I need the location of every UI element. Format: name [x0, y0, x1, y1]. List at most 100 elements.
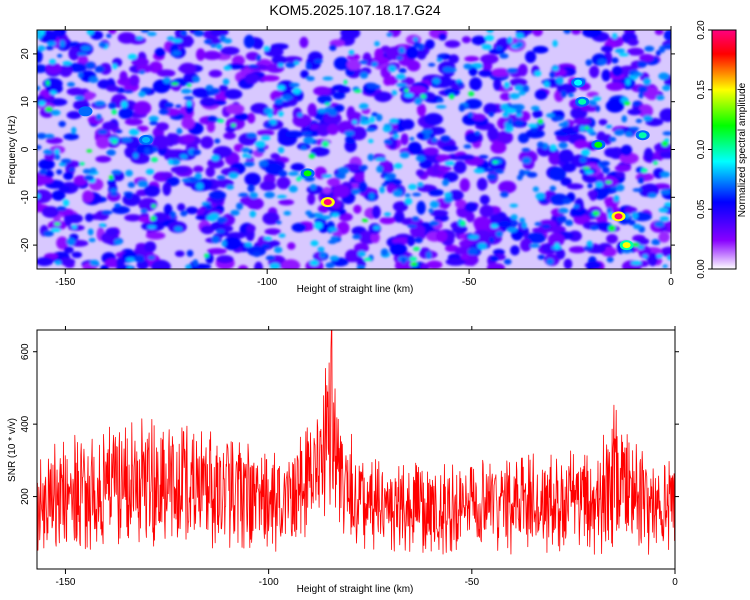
heatmap-cell: [309, 259, 319, 267]
heatmap-cell: [118, 107, 134, 120]
heatmap-cell: [119, 70, 128, 82]
heatmap-cell: [532, 30, 543, 37]
heatmap-cell: [278, 170, 288, 178]
heatmap-cell: [37, 201, 42, 212]
heatmap-cell: [345, 249, 359, 263]
heatmap-cell: [194, 172, 202, 180]
heatmap-cell: [317, 108, 327, 114]
heatmap-cell: [503, 258, 512, 265]
heatmap-cell: [151, 259, 171, 269]
heatmap-cell: [100, 264, 109, 269]
heatmap-cell: [356, 265, 366, 269]
heatmap-cell: [278, 199, 295, 206]
heatmap-cell: [200, 136, 214, 149]
heatmap-cell: [87, 228, 94, 236]
heatmap-cell: [353, 204, 362, 214]
heatmap-x-tick-label: -150: [55, 277, 75, 288]
heatmap-cell: [136, 125, 149, 132]
heatmap-cell: [195, 182, 204, 190]
heatmap-cell: [481, 44, 492, 50]
heatmap-cell: [347, 53, 361, 61]
heatmap-cell: [467, 247, 479, 256]
heatmap-cell: [82, 168, 92, 174]
heatmap-cell: [254, 261, 263, 269]
heatmap-cell: [186, 100, 192, 107]
heatmap-cell: [126, 266, 133, 269]
heatmap-cell: [412, 192, 422, 197]
heatmap-cell: [458, 104, 466, 112]
heatmap-cell: [252, 251, 261, 257]
heatmap-cell: [655, 50, 661, 57]
heatmap-cell: [610, 186, 617, 190]
heatmap-cell: [637, 60, 647, 68]
heatmap-cell: [265, 163, 284, 176]
heatmap-cell: [124, 192, 133, 200]
heatmap-cell: [405, 46, 419, 60]
heatmap-cell: [465, 211, 475, 223]
heatmap-cell: [66, 238, 76, 246]
heatmap-cell: [54, 222, 61, 226]
heatmap-cell: [654, 221, 665, 228]
heatmap-cell: [468, 112, 474, 118]
heatmap-y-tick-label: 20: [20, 48, 31, 60]
heatmap-cell: [310, 183, 317, 191]
heatmap-cell: [214, 138, 221, 144]
heatmap-cell: [133, 152, 139, 159]
heatmap-cell: [449, 93, 455, 100]
heatmap-cell: [299, 36, 309, 49]
heatmap-cell: [436, 98, 444, 103]
heatmap-cell: [221, 213, 235, 226]
heatmap-cell: [37, 257, 54, 267]
heatmap-cell: [562, 198, 572, 205]
heatmap-cell: [383, 212, 392, 217]
heatmap-cell: [484, 167, 495, 173]
heatmap-cell: [59, 40, 66, 48]
heatmap-cell: [438, 53, 446, 59]
heatmap-cell: [249, 210, 257, 218]
heatmap-cell: [263, 236, 272, 241]
heatmap-cell: [97, 129, 108, 135]
heatmap-cell: [337, 86, 351, 94]
heatmap-cell: [246, 132, 257, 139]
heatmap-cell: [375, 157, 386, 162]
heatmap-cell: [360, 115, 366, 123]
heatmap-cell: [503, 81, 510, 89]
heatmap-cell: [468, 91, 475, 97]
heatmap-cell: [305, 62, 312, 70]
heatmap-cell: [277, 110, 284, 117]
heatmap-cell: [428, 189, 444, 197]
heatmap-cell: [148, 115, 159, 122]
heatmap-cell: [589, 101, 598, 107]
heatmap-cell: [226, 184, 235, 190]
heatmap-cell: [186, 83, 192, 87]
heatmap-cell: [428, 208, 434, 213]
heatmap-cell: [661, 140, 669, 147]
heatmap-cell: [325, 262, 335, 269]
heatmap-cell: [95, 113, 102, 121]
heatmap-cell: [37, 30, 41, 35]
heatmap-cell: [260, 135, 271, 141]
heatmap-cell: [211, 235, 220, 244]
heatmap-cell: [276, 176, 291, 190]
heatmap-cell: [210, 88, 221, 95]
heatmap-cell: [277, 63, 284, 68]
heatmap-cell: [560, 177, 572, 186]
heatmap-cell: [658, 231, 670, 243]
heatmap-cell: [192, 149, 201, 156]
heatmap-cell: [368, 138, 374, 144]
heatmap-cell: [420, 263, 430, 269]
heatmap-cell: [308, 153, 316, 159]
heatmap-cell: [653, 160, 658, 165]
heatmap-cell: [480, 54, 499, 64]
heatmap-cell: [148, 255, 156, 260]
heatmap-cell: [124, 147, 134, 157]
heatmap-cell: [473, 168, 485, 174]
heatmap-cell: [425, 39, 435, 50]
heatmap-cell: [71, 225, 78, 229]
heatmap-cell: [135, 36, 144, 40]
heatmap-cell: [662, 264, 668, 269]
heatmap-cell: [80, 45, 92, 51]
colorbar-gradient: [711, 29, 737, 270]
heatmap-cell: [256, 129, 275, 136]
heatmap-cell: [108, 30, 117, 35]
